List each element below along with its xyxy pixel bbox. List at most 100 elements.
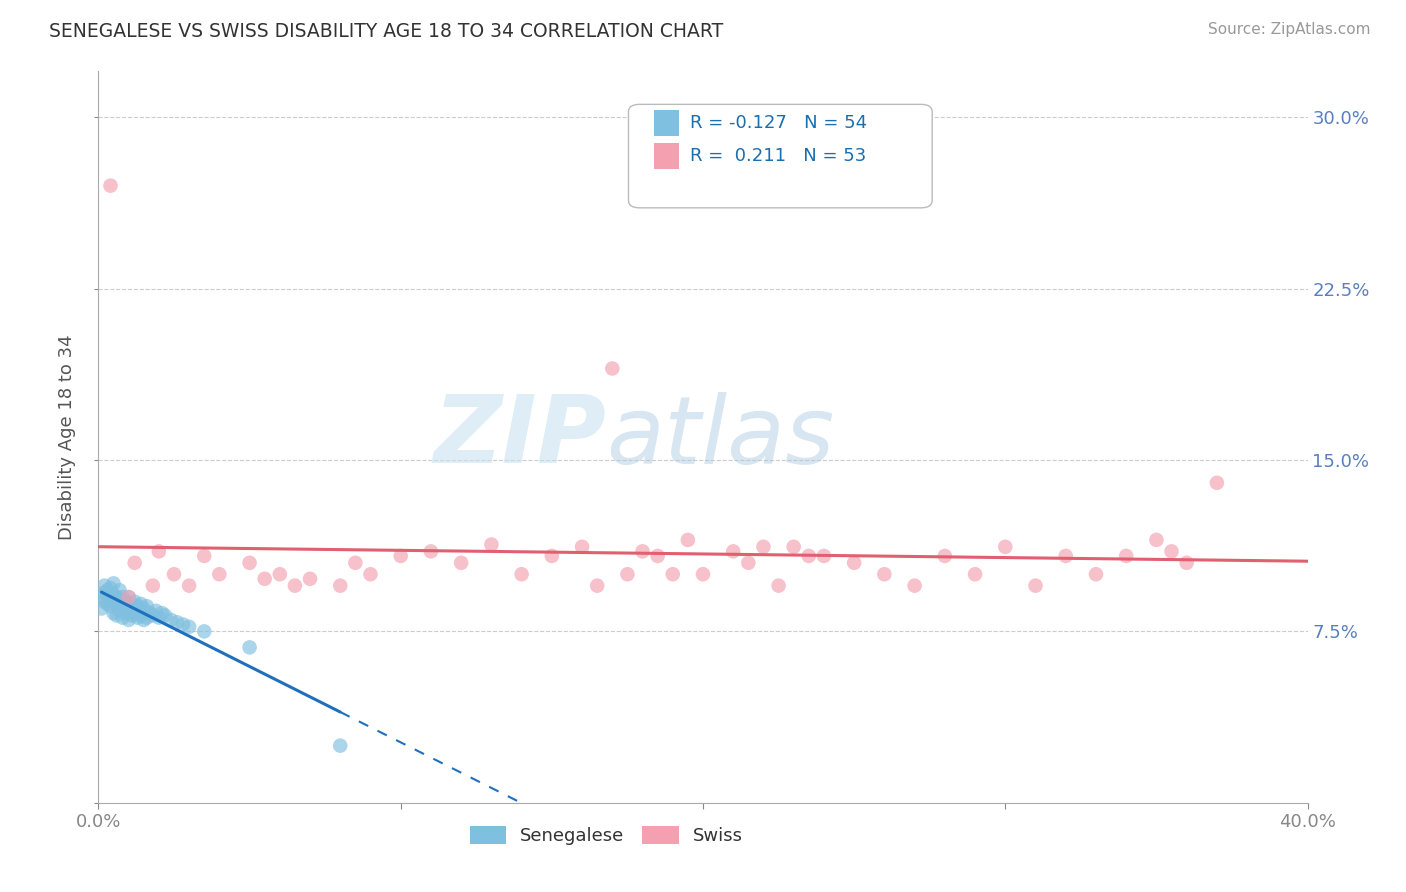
Legend: Senegalese, Swiss: Senegalese, Swiss [463,819,751,852]
Point [135,610,157,624]
Point [631,544,654,558]
Point [100,581,122,595]
Point [239,556,262,570]
Point [105,597,128,611]
Point [510,567,533,582]
Point [269,567,291,582]
Point [783,540,806,554]
Point [108,604,131,618]
Point [1175,556,1198,570]
Point [692,567,714,582]
Point [1085,567,1108,582]
Point [114,595,136,609]
Point [389,549,412,563]
Point [752,540,775,554]
Point [100,592,122,607]
Point [108,592,131,607]
Point [253,572,276,586]
Point [132,601,155,615]
Point [904,579,927,593]
Point [420,544,443,558]
Point [124,606,146,620]
Point [844,556,866,570]
Point [150,606,173,620]
Point [193,549,215,563]
Point [329,579,352,593]
Point [121,608,143,623]
Point [571,540,593,554]
Point [139,606,162,620]
Point [994,540,1017,554]
Point [105,590,128,604]
Point [450,556,472,570]
Point [148,610,170,624]
Text: Source: ZipAtlas.com: Source: ZipAtlas.com [1208,22,1371,37]
Point [96,583,118,598]
Point [1144,533,1167,547]
Point [647,549,669,563]
Point [108,583,131,598]
Point [96,588,118,602]
Text: ZIP: ZIP [433,391,606,483]
Point [208,567,231,582]
Point [965,567,987,582]
Point [172,617,194,632]
Point [93,579,115,593]
Point [1054,549,1077,563]
Text: R =  0.211   N = 53: R = 0.211 N = 53 [690,147,866,165]
Y-axis label: Disability Age 18 to 34: Disability Age 18 to 34 [58,334,76,540]
Point [93,585,115,599]
Point [105,608,128,623]
Point [111,590,134,604]
Point [90,590,112,604]
Point [124,556,146,570]
Text: atlas: atlas [606,392,835,483]
Point [124,595,146,609]
Point [118,613,141,627]
Point [127,599,149,614]
Point [481,537,503,551]
Point [344,556,367,570]
Point [193,624,215,639]
Point [96,597,118,611]
Point [127,610,149,624]
Point [129,608,152,623]
Point [284,579,307,593]
Point [1024,579,1046,593]
Point [616,567,638,582]
Text: R = -0.127   N = 54: R = -0.127 N = 54 [690,114,868,132]
Point [129,597,152,611]
Point [132,613,155,627]
Point [676,533,699,547]
Point [661,567,683,582]
Point [103,595,125,609]
Point [118,590,141,604]
Point [299,572,322,586]
Point [163,567,186,582]
Point [179,620,201,634]
Point [813,549,835,563]
Point [145,604,167,618]
Point [873,567,896,582]
Point [1206,475,1229,490]
Point [121,597,143,611]
Point [797,549,820,563]
Point [135,599,157,614]
Point [153,608,176,623]
Point [142,579,165,593]
Point [100,599,122,614]
Point [103,576,125,591]
Point [1160,544,1182,558]
Point [103,588,125,602]
Point [1115,549,1137,563]
Point [586,579,609,593]
Point [142,608,165,623]
Point [768,579,790,593]
Point [360,567,382,582]
Point [111,610,134,624]
Point [723,544,745,558]
Point [118,601,141,615]
Point [103,606,125,620]
Point [111,599,134,614]
Point [93,595,115,609]
